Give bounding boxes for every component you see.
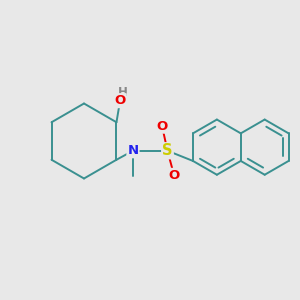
Text: O: O bbox=[169, 169, 180, 182]
Text: H: H bbox=[118, 86, 128, 99]
Text: N: N bbox=[128, 144, 139, 157]
Text: O: O bbox=[157, 120, 168, 133]
Text: S: S bbox=[162, 143, 173, 158]
Text: O: O bbox=[115, 94, 126, 107]
